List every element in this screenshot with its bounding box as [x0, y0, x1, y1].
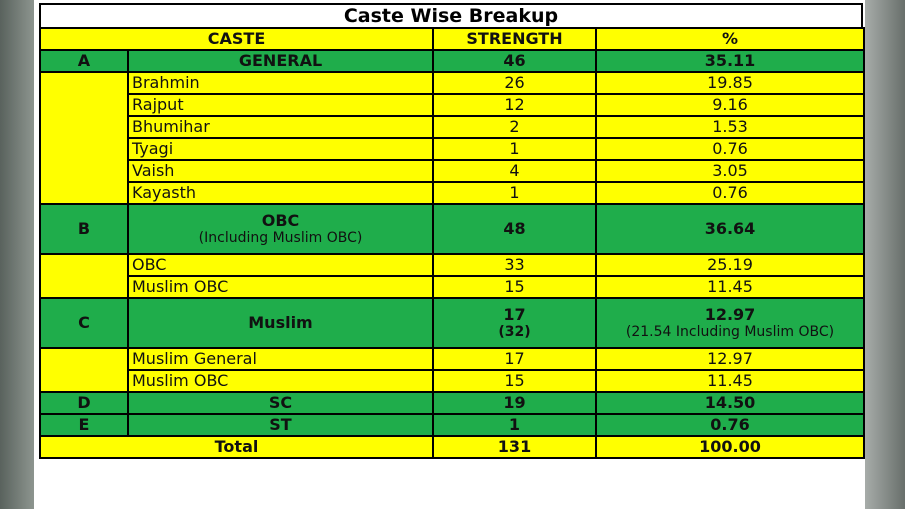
caste-strength: 15	[432, 275, 597, 299]
caste-percent: 11.45	[595, 275, 865, 299]
caste-table-sheet: Caste Wise Breakup CASTE STRENGTH % A GE…	[34, 0, 865, 509]
group-letter: C	[39, 297, 129, 349]
group-percent: 35.11	[595, 49, 865, 73]
header-caste: CASTE	[39, 27, 434, 51]
caste-strength: 2	[432, 115, 597, 139]
header-strength: STRENGTH	[432, 27, 597, 51]
group-strength: 19	[432, 391, 597, 415]
group-strength-alt: (32)	[498, 324, 531, 340]
group-percent: 12.97	[704, 305, 756, 324]
group-letter: B	[39, 203, 129, 255]
table-row: OBC 33 25.19	[39, 253, 865, 299]
table-title: Caste Wise Breakup	[39, 3, 863, 27]
group-percent: 36.64	[595, 203, 865, 255]
group-name: SC	[127, 391, 434, 415]
group-letter: E	[39, 413, 129, 437]
group-strength: 48	[432, 203, 597, 255]
caste-strength: 1	[432, 181, 597, 205]
total-label: Total	[39, 435, 434, 459]
caste-breakup-table: CASTE STRENGTH % A GENERAL 46 35.11 Brah…	[39, 27, 865, 459]
caste-percent: 11.45	[595, 369, 865, 393]
table-row: Rajput 12 9.16	[40, 93, 865, 117]
group-strength: 46	[432, 49, 597, 73]
caste-name: Bhumihar	[127, 115, 434, 139]
group-note: (Including Muslim OBC)	[198, 230, 363, 246]
group-percent-cell: 12.97 (21.54 Including Muslim OBC)	[595, 297, 865, 349]
group-strength: 1	[432, 413, 597, 437]
group-name: GENERAL	[127, 49, 434, 73]
group-percent: 0.76	[595, 413, 865, 437]
empty-cell	[39, 71, 129, 205]
caste-strength: 12	[432, 93, 597, 117]
total-percent: 100.00	[595, 435, 865, 459]
group-name-cell: OBC (Including Muslim OBC)	[127, 203, 434, 255]
caste-name: Kayasth	[127, 181, 434, 205]
caste-percent: 0.76	[595, 181, 865, 205]
table-row: Vaish 4 3.05	[40, 159, 865, 183]
caste-strength: 33	[432, 253, 597, 277]
caste-strength: 15	[432, 369, 597, 393]
group-name: Muslim	[127, 297, 434, 349]
group-strength-cell: 17 (32)	[432, 297, 597, 349]
caste-name: Muslim OBC	[127, 275, 434, 299]
header-percent: %	[595, 27, 865, 51]
group-name: OBC	[261, 211, 300, 230]
caste-name: OBC	[127, 253, 434, 277]
header-row: CASTE STRENGTH %	[39, 27, 865, 51]
table-row: Tyagi 1 0.76	[40, 137, 865, 161]
caste-strength: 26	[432, 71, 597, 95]
group-row-st: E ST 1 0.76	[39, 413, 865, 437]
table-row: Kayasth 1 0.76	[40, 181, 865, 205]
total-strength: 131	[432, 435, 597, 459]
group-row-sc: D SC 19 14.50	[39, 391, 865, 415]
caste-percent: 9.16	[595, 93, 865, 117]
caste-name: Vaish	[127, 159, 434, 183]
caste-strength: 17	[432, 347, 597, 371]
caste-percent: 19.85	[595, 71, 865, 95]
caste-percent: 3.05	[595, 159, 865, 183]
background-right	[865, 0, 905, 509]
total-row: Total 131 100.00	[39, 435, 865, 459]
group-row-obc: B OBC (Including Muslim OBC) 48 36.64	[39, 203, 865, 255]
caste-percent: 25.19	[595, 253, 865, 277]
caste-name: Muslim OBC	[127, 369, 434, 393]
group-percent-alt: (21.54 Including Muslim OBC)	[625, 324, 835, 340]
table-row: Muslim OBC 15 11.45	[40, 369, 865, 393]
table-row: Bhumihar 2 1.53	[40, 115, 865, 139]
empty-cell	[39, 253, 129, 299]
empty-cell	[39, 347, 129, 393]
caste-percent: 0.76	[595, 137, 865, 161]
caste-name: Muslim General	[127, 347, 434, 371]
table-row: Muslim General 17 12.97	[39, 347, 865, 393]
group-letter: D	[39, 391, 129, 415]
group-letter: A	[39, 49, 129, 73]
caste-strength: 4	[432, 159, 597, 183]
caste-percent: 1.53	[595, 115, 865, 139]
caste-percent: 12.97	[595, 347, 865, 371]
group-row-general: A GENERAL 46 35.11	[39, 49, 865, 73]
caste-strength: 1	[432, 137, 597, 161]
caste-name: Rajput	[127, 93, 434, 117]
table-row: Brahmin 26 19.85	[39, 71, 865, 205]
caste-name: Brahmin	[127, 71, 434, 95]
group-name: ST	[127, 413, 434, 437]
group-strength: 17	[503, 305, 526, 324]
background-left	[0, 0, 34, 509]
group-row-muslim: C Muslim 17 (32) 12.97 (21.54 Including …	[39, 297, 865, 349]
caste-name: Tyagi	[127, 137, 434, 161]
table-row: Muslim OBC 15 11.45	[40, 275, 865, 299]
group-percent: 14.50	[595, 391, 865, 415]
